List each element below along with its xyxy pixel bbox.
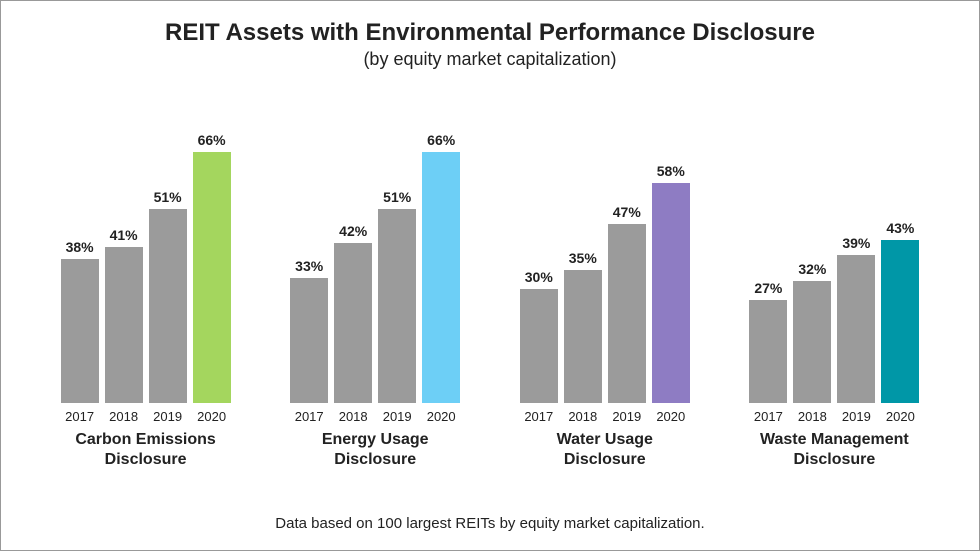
bar-wrap: 38% bbox=[61, 239, 99, 403]
bar bbox=[881, 240, 919, 403]
bar-wrap: 41% bbox=[105, 227, 143, 403]
bar bbox=[608, 224, 646, 403]
bar bbox=[793, 281, 831, 403]
year-label: 2018 bbox=[334, 409, 372, 424]
bar bbox=[378, 209, 416, 403]
bar bbox=[520, 289, 558, 403]
bar-wrap: 32% bbox=[793, 261, 831, 403]
year-label: 2017 bbox=[520, 409, 558, 424]
year-label: 2019 bbox=[378, 409, 416, 424]
year-label: 2017 bbox=[290, 409, 328, 424]
chart-title: REIT Assets with Environmental Performan… bbox=[1, 19, 979, 47]
year-label: 2018 bbox=[793, 409, 831, 424]
year-label: 2020 bbox=[652, 409, 690, 424]
group-title: Water UsageDisclosure bbox=[557, 430, 653, 470]
bar-value-label: 51% bbox=[154, 189, 182, 205]
year-label: 2020 bbox=[881, 409, 919, 424]
bars-row: 33% 42% 51% 66% bbox=[290, 132, 460, 403]
bar-wrap: 35% bbox=[564, 250, 602, 403]
year-label: 2020 bbox=[422, 409, 460, 424]
bar-group: 30% 35% 47% 58% 2017 2018 2019 2020 Water UsageD… bbox=[520, 163, 690, 470]
year-row: 2017 2018 2019 2020 bbox=[749, 409, 919, 424]
bar bbox=[149, 209, 187, 403]
bar-value-label: 32% bbox=[798, 261, 826, 277]
bar-value-label: 42% bbox=[339, 223, 367, 239]
bar-group: 27% 32% 39% 43% 2017 2018 2019 2020 Waste Manage… bbox=[749, 220, 919, 470]
year-label: 2018 bbox=[564, 409, 602, 424]
bar-value-label: 33% bbox=[295, 258, 323, 274]
year-label: 2020 bbox=[193, 409, 231, 424]
bar-value-label: 43% bbox=[886, 220, 914, 236]
year-label: 2017 bbox=[61, 409, 99, 424]
bar bbox=[564, 270, 602, 403]
group-title: Energy UsageDisclosure bbox=[322, 430, 429, 470]
bar-value-label: 39% bbox=[842, 235, 870, 251]
bars-row: 38% 41% 51% 66% bbox=[61, 132, 231, 403]
bar-wrap: 42% bbox=[334, 223, 372, 403]
bar bbox=[837, 255, 875, 403]
bar bbox=[193, 152, 231, 403]
bar-value-label: 30% bbox=[525, 269, 553, 285]
bar-value-label: 47% bbox=[613, 204, 641, 220]
group-title: Carbon EmissionsDisclosure bbox=[75, 430, 215, 470]
bar-wrap: 33% bbox=[290, 258, 328, 403]
chart-page: REIT Assets with Environmental Performan… bbox=[0, 0, 980, 551]
bar-wrap: 30% bbox=[520, 269, 558, 403]
year-label: 2019 bbox=[608, 409, 646, 424]
bar bbox=[749, 300, 787, 403]
chart-subtitle: (by equity market capitalization) bbox=[1, 49, 979, 70]
bar-wrap: 58% bbox=[652, 163, 690, 403]
bars-row: 27% 32% 39% 43% bbox=[749, 220, 919, 403]
bar-wrap: 66% bbox=[422, 132, 460, 403]
year-label: 2019 bbox=[837, 409, 875, 424]
bar-value-label: 38% bbox=[66, 239, 94, 255]
year-label: 2018 bbox=[105, 409, 143, 424]
bar-value-label: 27% bbox=[754, 280, 782, 296]
bar-groups-container: 38% 41% 51% 66% 2017 2018 2019 2020 Carbon Emiss… bbox=[1, 132, 979, 470]
bar-wrap: 43% bbox=[881, 220, 919, 403]
bar bbox=[290, 278, 328, 403]
year-row: 2017 2018 2019 2020 bbox=[61, 409, 231, 424]
bar-wrap: 39% bbox=[837, 235, 875, 403]
bar-value-label: 66% bbox=[427, 132, 455, 148]
bar-wrap: 51% bbox=[149, 189, 187, 403]
bar-value-label: 35% bbox=[569, 250, 597, 266]
bar-wrap: 47% bbox=[608, 204, 646, 403]
bar-wrap: 51% bbox=[378, 189, 416, 403]
bar bbox=[652, 183, 690, 403]
bars-row: 30% 35% 47% 58% bbox=[520, 163, 690, 403]
bar-group: 38% 41% 51% 66% 2017 2018 2019 2020 Carbon Emiss… bbox=[61, 132, 231, 470]
bar-value-label: 41% bbox=[110, 227, 138, 243]
bar bbox=[422, 152, 460, 403]
bar-value-label: 58% bbox=[657, 163, 685, 179]
year-row: 2017 2018 2019 2020 bbox=[290, 409, 460, 424]
year-row: 2017 2018 2019 2020 bbox=[520, 409, 690, 424]
group-title: Waste ManagementDisclosure bbox=[760, 430, 909, 470]
bar-value-label: 66% bbox=[198, 132, 226, 148]
bar bbox=[61, 259, 99, 403]
bar-wrap: 27% bbox=[749, 280, 787, 403]
bar bbox=[105, 247, 143, 403]
year-label: 2017 bbox=[749, 409, 787, 424]
title-block: REIT Assets with Environmental Performan… bbox=[1, 1, 979, 70]
bar-wrap: 66% bbox=[193, 132, 231, 403]
bar-group: 33% 42% 51% 66% 2017 2018 2019 2020 Energy Usage… bbox=[290, 132, 460, 470]
bar bbox=[334, 243, 372, 403]
chart-footnote: Data based on 100 largest REITs by equit… bbox=[1, 515, 979, 532]
year-label: 2019 bbox=[149, 409, 187, 424]
bar-value-label: 51% bbox=[383, 189, 411, 205]
